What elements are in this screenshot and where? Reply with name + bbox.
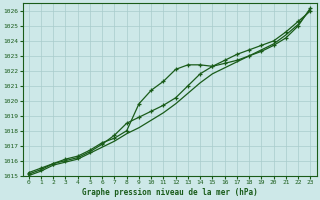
X-axis label: Graphe pression niveau de la mer (hPa): Graphe pression niveau de la mer (hPa) — [82, 188, 258, 197]
